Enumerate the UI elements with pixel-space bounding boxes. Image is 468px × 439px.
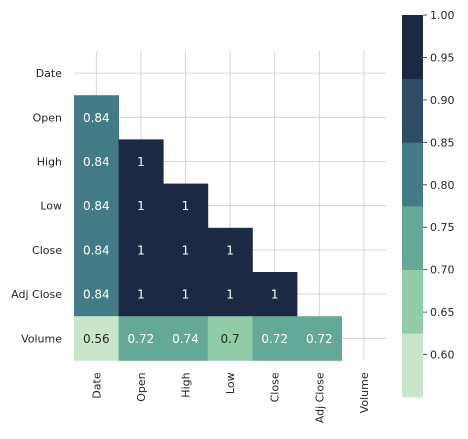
colorbar-tick-label: 0.65 xyxy=(430,306,455,319)
cell-value-label: 1 xyxy=(226,243,234,257)
cell-value-label: 1 xyxy=(271,288,279,302)
heatmap-cell xyxy=(74,316,119,361)
colorbar-segment xyxy=(402,142,423,207)
cell-value-label: 0.84 xyxy=(83,288,110,302)
heatmap-cell xyxy=(118,316,164,361)
colorbar-tick-label: 0.70 xyxy=(430,264,455,277)
cell-value-label: 0.72 xyxy=(306,332,333,346)
colorbar-tick-label: 0.75 xyxy=(430,221,455,234)
cell-value-label: 1 xyxy=(137,243,145,257)
heatmap-cell xyxy=(74,227,119,273)
y-tick-label: Close xyxy=(32,244,62,257)
heatmap-cell xyxy=(74,272,119,317)
y-tick-labels: Date Open High Low Close Adj Close Volume xyxy=(11,67,62,345)
cell-value-label: 1 xyxy=(137,199,145,213)
cell-value-label: 0.72 xyxy=(261,332,288,346)
y-tick-label: Low xyxy=(40,200,62,213)
cell-value-label: 0.84 xyxy=(83,111,110,125)
cell-value-label: 1 xyxy=(137,155,145,169)
y-tick-label: Volume xyxy=(21,332,62,345)
heatmap-cell xyxy=(118,227,164,273)
cell-value-label: 0.84 xyxy=(83,199,110,213)
colorbar-tick-label: 0.85 xyxy=(430,136,455,149)
heatmap-cell xyxy=(252,272,298,317)
colorbar-segment xyxy=(402,15,423,79)
colorbar-tick-label: 0.80 xyxy=(430,179,455,192)
heatmap-cell xyxy=(207,227,253,273)
x-tick-label: High xyxy=(180,372,193,397)
cell-value-label: 0.84 xyxy=(83,243,110,257)
x-tick-label: Volume xyxy=(358,372,371,413)
y-tick-label: Adj Close xyxy=(11,288,62,301)
heatmap-cell xyxy=(207,316,253,361)
y-tick-label: High xyxy=(37,156,62,169)
x-tick-label: Date xyxy=(90,372,103,399)
y-tick-label: Open xyxy=(33,111,62,124)
x-tick-label: Low xyxy=(224,372,237,394)
cell-value-label: 1 xyxy=(137,288,145,302)
cell-value-label: 0.7 xyxy=(221,332,240,346)
colorbar-tick-label: 0.90 xyxy=(430,94,455,107)
cell-value-label: 1 xyxy=(182,288,190,302)
heatmap-cell xyxy=(118,139,164,184)
heatmap-cell xyxy=(163,272,209,317)
heatmap-cell xyxy=(163,183,209,229)
heatmap-cell xyxy=(74,95,119,140)
y-tick-label: Date xyxy=(36,67,63,80)
cell-value-label: 0.74 xyxy=(172,332,199,346)
cell-value-label: 0.56 xyxy=(83,332,110,346)
colorbar-tick-label: 1.00 xyxy=(430,9,455,22)
x-tick-label: Open xyxy=(135,372,148,401)
colorbar-segment xyxy=(402,269,423,334)
colorbar: 0.60 0.65 0.70 0.75 0.80 0.85 0.90 0.95 1.00 xyxy=(402,9,455,398)
cells-layer: 0.84 0.84 1 0.84 1 1 0.84 1 1 1 0.84 1 1 1 1 0.56 0.72 0.… xyxy=(74,95,342,361)
x-tick-label: Close xyxy=(269,372,282,402)
heatmap-cell xyxy=(252,316,298,361)
heatmap-cell xyxy=(118,183,164,229)
cell-value-label: 1 xyxy=(182,199,190,213)
colorbar-tick-label: 0.95 xyxy=(430,51,455,64)
colorbar-segment xyxy=(402,333,423,398)
heatmap-cell xyxy=(297,316,342,361)
cell-value-label: 1 xyxy=(182,243,190,257)
heatmap-cell xyxy=(74,183,119,229)
heatmap-cell xyxy=(163,316,209,361)
cell-value-label: 1 xyxy=(226,288,234,302)
heatmap-cell xyxy=(163,227,209,273)
x-tick-labels: Date Open High Low Close Adj Close Volume xyxy=(90,372,371,423)
colorbar-tick-label: 0.60 xyxy=(430,349,455,362)
colorbar-segment xyxy=(402,206,423,270)
heatmap-cell xyxy=(118,272,164,317)
heatmap-cell xyxy=(207,272,253,317)
heatmap-cell xyxy=(74,139,119,184)
cell-value-label: 0.84 xyxy=(83,155,110,169)
cell-value-label: 0.72 xyxy=(128,332,155,346)
x-tick-label: Adj Close xyxy=(313,372,326,423)
colorbar-segment xyxy=(402,78,423,143)
